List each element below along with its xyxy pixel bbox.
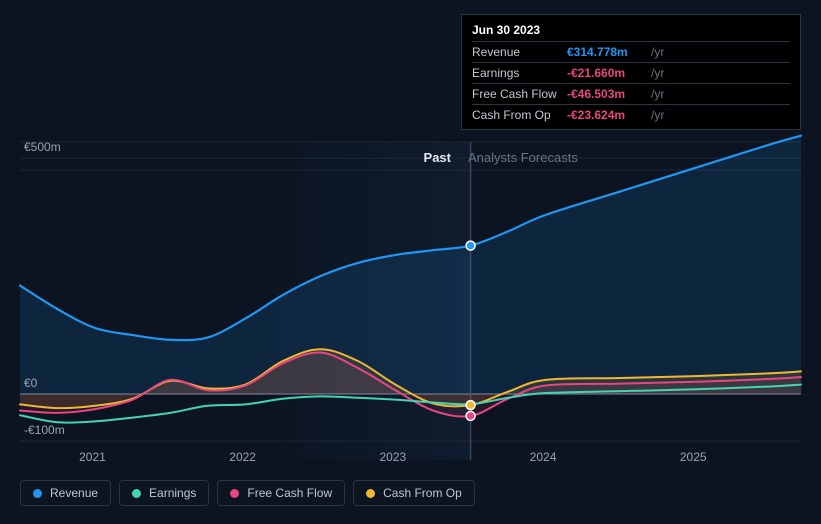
legend-label: Cash From Op	[383, 486, 462, 500]
x-axis-label: 2024	[530, 450, 557, 464]
tooltip-row-suffix: /yr	[651, 66, 664, 80]
x-axis-label: 2021	[79, 450, 106, 464]
tooltip-row: Cash From Op-€23.624m/yr	[472, 104, 790, 125]
forecast-label: Analysts Forecasts	[468, 150, 578, 165]
legend-item-free_cash_flow[interactable]: Free Cash Flow	[217, 480, 345, 506]
legend-item-cash_from_op[interactable]: Cash From Op	[353, 480, 475, 506]
tooltip-row-label: Free Cash Flow	[472, 87, 567, 101]
financial-chart: Past Analysts Forecasts Jun 30 2023 Reve…	[0, 0, 821, 524]
chart-legend: Revenue Earnings Free Cash Flow Cash From O…	[20, 480, 475, 506]
tooltip-row: Free Cash Flow-€46.503m/yr	[472, 83, 790, 104]
legend-swatch	[230, 489, 239, 498]
tooltip-row-suffix: /yr	[651, 108, 664, 122]
y-axis-label: €500m	[24, 140, 61, 154]
tooltip-date: Jun 30 2023	[472, 23, 790, 37]
tooltip-row: Revenue€314.778m/yr	[472, 41, 790, 62]
marker-point	[466, 241, 475, 250]
marker-point	[466, 401, 475, 410]
tooltip-row-suffix: /yr	[651, 87, 664, 101]
chart-tooltip: Jun 30 2023 Revenue€314.778m/yrEarnings-…	[461, 14, 801, 130]
legend-label: Revenue	[50, 486, 98, 500]
tooltip-row: Earnings-€21.660m/yr	[472, 62, 790, 83]
tooltip-row-label: Revenue	[472, 45, 567, 59]
tooltip-row-value: €314.778m	[567, 45, 647, 59]
marker-point	[466, 411, 475, 420]
past-label: Past	[424, 150, 451, 165]
x-axis-label: 2025	[680, 450, 707, 464]
legend-swatch	[33, 489, 42, 498]
tooltip-row-suffix: /yr	[651, 45, 664, 59]
x-axis-label: 2022	[229, 450, 256, 464]
tooltip-row-value: -€46.503m	[567, 87, 647, 101]
tooltip-row-label: Earnings	[472, 66, 567, 80]
y-axis-label: €0	[24, 376, 37, 390]
legend-item-earnings[interactable]: Earnings	[119, 480, 209, 506]
legend-label: Free Cash Flow	[247, 486, 332, 500]
legend-label: Earnings	[149, 486, 196, 500]
y-axis-label: -€100m	[24, 423, 65, 437]
legend-swatch	[132, 489, 141, 498]
tooltip-row-value: -€21.660m	[567, 66, 647, 80]
x-axis-label: 2023	[379, 450, 406, 464]
legend-swatch	[366, 489, 375, 498]
tooltip-row-value: -€23.624m	[567, 108, 647, 122]
legend-item-revenue[interactable]: Revenue	[20, 480, 111, 506]
tooltip-row-label: Cash From Op	[472, 108, 567, 122]
